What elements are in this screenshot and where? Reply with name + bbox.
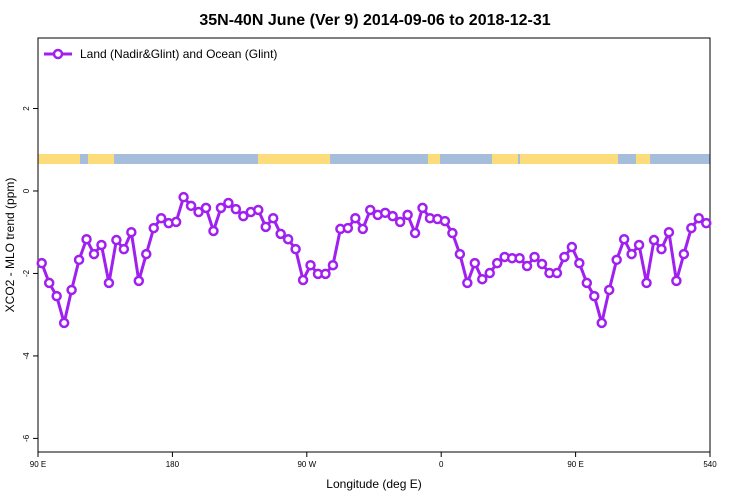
legend-marker: [52, 48, 64, 60]
data-point: [521, 260, 533, 272]
x-tick-label: 90 E: [30, 460, 46, 469]
data-point: [66, 284, 77, 296]
data-point: [253, 204, 264, 216]
data-point: [155, 212, 167, 224]
data-point: [73, 254, 85, 266]
x-tick-label: 90 W: [297, 460, 316, 469]
data-point: [141, 248, 152, 260]
data-point: [469, 257, 481, 269]
data-point: [536, 258, 548, 270]
data-point: [111, 234, 122, 246]
data-point: [529, 251, 540, 263]
data-point: [589, 290, 600, 302]
y-tick-label: -6: [22, 434, 31, 442]
y-tick-label: -2: [22, 269, 31, 277]
y-axis-label: XCO2 - MLO trend (ppm): [3, 178, 17, 313]
data-point: [305, 259, 316, 271]
data-point: [170, 216, 182, 228]
data-point: [208, 225, 219, 237]
data-point: [260, 221, 271, 233]
data-point: [678, 248, 690, 260]
data-point: [439, 215, 451, 227]
data-point: [574, 257, 585, 269]
x-tick-label: 90 E: [567, 460, 583, 469]
data-point: [103, 277, 115, 289]
x-axis-label: Longitude (deg E): [326, 477, 421, 491]
data-point: [462, 277, 473, 289]
data-point: [409, 227, 421, 239]
data-point: [267, 212, 279, 224]
data-point: [671, 275, 682, 287]
data-point: [454, 248, 466, 260]
y-tick-label: -4: [22, 352, 31, 360]
data-point: [185, 200, 197, 212]
data-point: [484, 267, 495, 279]
data-point: [118, 243, 130, 255]
data-point: [297, 274, 309, 286]
data-point: [701, 217, 712, 229]
data-point: [342, 222, 354, 234]
data-point: [551, 267, 563, 279]
data-point: [96, 239, 107, 251]
data-point: [626, 248, 637, 260]
data-point: [596, 317, 607, 329]
data-point: [327, 259, 339, 271]
data-point: [641, 277, 652, 289]
data-point: [387, 210, 398, 222]
data-point: [36, 257, 47, 269]
data-point: [178, 191, 189, 203]
x-tick-label: 540: [703, 460, 717, 469]
x-tick-label: 180: [166, 460, 180, 469]
data-point: [81, 233, 92, 245]
data-point: [230, 203, 242, 215]
data-point: [581, 277, 593, 289]
data-point: [611, 254, 622, 266]
data-point: [200, 202, 212, 214]
data-point: [514, 252, 525, 264]
data-point: [43, 277, 55, 289]
legend-label: Land (Nadir&Glint) and Ocean (Glint): [80, 47, 277, 61]
data-point: [238, 210, 249, 222]
data-point: [566, 241, 578, 253]
y-tick-label: 0: [22, 188, 31, 193]
data-point: [559, 251, 570, 263]
y-tick-label: 2: [22, 106, 31, 111]
chart-title: 35N-40N June (Ver 9) 2014-09-06 to 2018-…: [199, 12, 550, 29]
plot-frame: [37, 37, 711, 453]
data-point: [275, 228, 286, 240]
data-point: [148, 222, 159, 234]
data-point: [693, 212, 705, 224]
data-point: [618, 233, 630, 245]
data-point: [126, 226, 137, 238]
data-point: [417, 202, 428, 214]
data-point: [491, 257, 503, 269]
data-point: [290, 243, 301, 255]
data-point: [282, 233, 294, 245]
data-point: [88, 248, 100, 260]
data-point: [402, 209, 413, 221]
data-point: [365, 204, 376, 216]
data-point: [320, 268, 331, 280]
data-point: [193, 206, 204, 218]
data-point: [447, 227, 458, 239]
data-point: [394, 216, 406, 228]
data-point: [357, 223, 369, 235]
data-point: [656, 243, 667, 255]
data-point: [648, 234, 660, 246]
data-point: [686, 222, 697, 234]
data-point: [633, 239, 645, 251]
land-ocean-strip: [38, 154, 710, 164]
data-point: [603, 284, 615, 296]
data-point: [663, 226, 675, 238]
data-point: [223, 197, 234, 209]
x-tick-label: 0: [439, 460, 444, 469]
data-point: [215, 202, 227, 214]
data-point: [477, 273, 488, 285]
data-point: [51, 290, 62, 302]
data-point: [133, 275, 145, 287]
data-point: [58, 317, 70, 329]
data-point: [350, 212, 361, 224]
